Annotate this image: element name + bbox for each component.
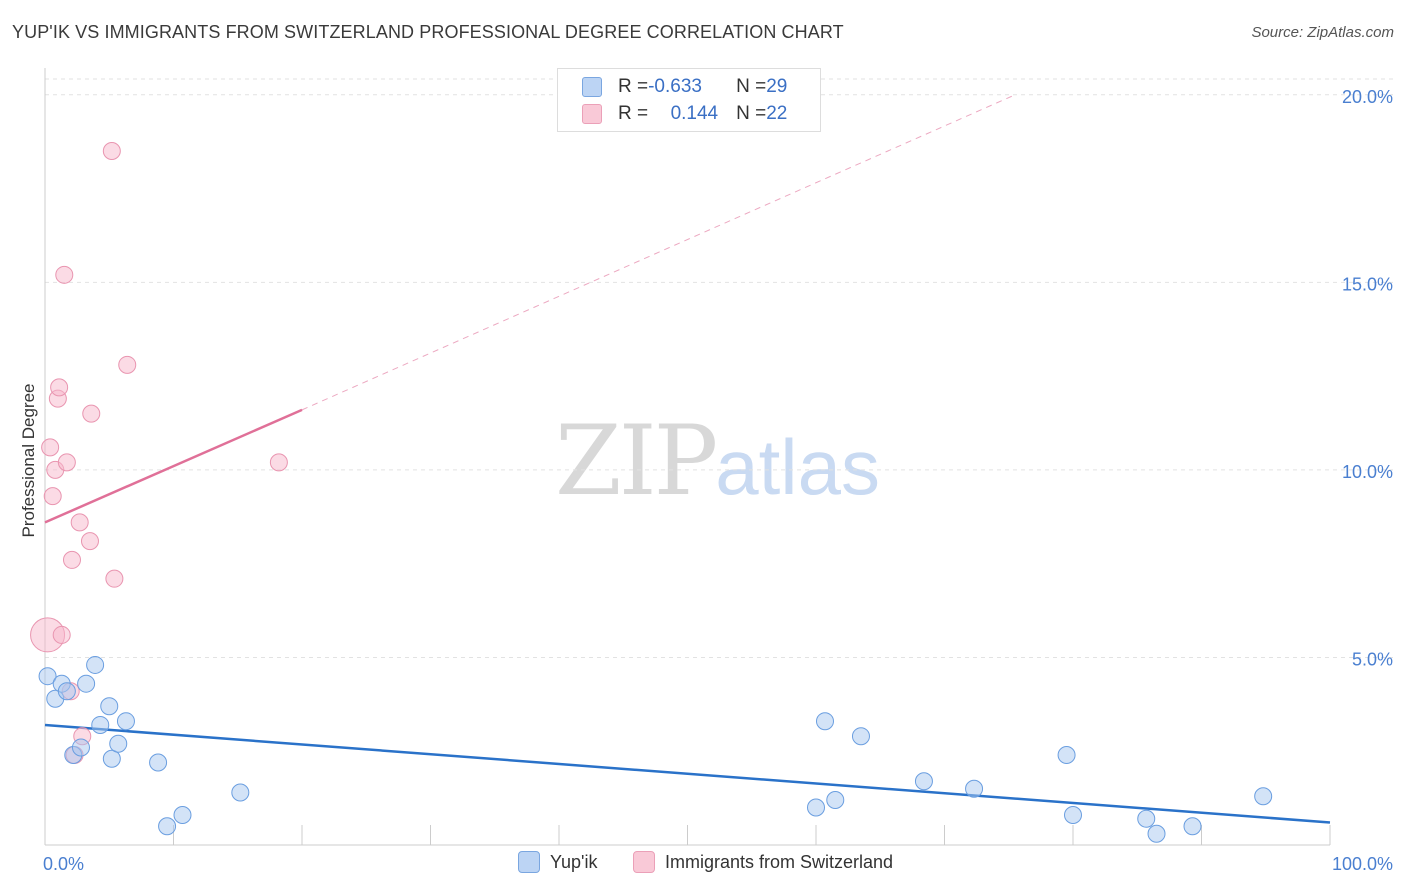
trend-lines xyxy=(44,94,1331,824)
data-point-yupik xyxy=(1254,787,1273,806)
data-point-yupik xyxy=(1147,824,1166,843)
data-point-switzerland xyxy=(41,438,60,457)
data-point-yupik xyxy=(158,817,177,836)
data-point-yupik xyxy=(173,805,192,824)
data-point-yupik xyxy=(77,674,96,693)
data-point-yupik xyxy=(109,734,128,753)
legend-row-switzerland: R = 0.144 N = 22 xyxy=(582,101,787,127)
data-point-yupik xyxy=(38,667,57,686)
data-point-switzerland xyxy=(62,550,81,569)
data-point-yupik xyxy=(815,712,834,731)
bottom-legend-switzerland: Immigrants from Switzerland xyxy=(633,851,893,873)
axis-labels: 5.0% 10.0% 15.0% 20.0% 0.0% 100.0% Professiona… xyxy=(19,87,1393,874)
legend-row-yupik: R = -0.633 N = 29 xyxy=(582,74,787,100)
data-point-yupik xyxy=(1064,805,1082,824)
data-point-switzerland xyxy=(57,453,76,472)
data-point-yupik xyxy=(914,772,933,791)
data-point-switzerland xyxy=(269,453,288,472)
data-point-yupik xyxy=(1057,745,1076,764)
legend-label-switzerland: Immigrants from Switzerland xyxy=(665,851,894,872)
x-tick-label: 0.0% xyxy=(43,854,84,874)
data-point-yupik xyxy=(231,783,250,802)
data-point-yupik xyxy=(807,798,825,817)
data-point-switzerland xyxy=(70,513,89,532)
blue-swatch-icon xyxy=(518,851,540,873)
data-point-switzerland xyxy=(50,378,69,397)
data-points xyxy=(30,142,1273,843)
correlation-legend: R = -0.633 N = 29 R = 0.144 N = 22 xyxy=(557,68,821,132)
y-tick-label: 5.0% xyxy=(1352,649,1393,669)
data-point-yupik xyxy=(149,753,168,772)
trend-line-switzerland xyxy=(44,408,303,524)
trend-line-yupik xyxy=(44,723,1331,824)
zipatlas-watermark: ZIPatlas xyxy=(555,405,880,517)
y-tick-label: 10.0% xyxy=(1342,462,1393,482)
bottom-legend-yupik: Yup'ik xyxy=(518,851,597,873)
data-point-switzerland xyxy=(105,569,124,588)
data-point-yupik xyxy=(71,738,90,757)
pink-swatch-icon xyxy=(582,104,602,124)
data-point-switzerland xyxy=(82,404,101,423)
data-point-switzerland xyxy=(52,625,71,644)
chart-title: YUP'IK VS IMMIGRANTS FROM SWITZERLAND PR… xyxy=(12,22,844,42)
data-point-yupik xyxy=(965,779,984,798)
data-point-yupik xyxy=(826,790,845,809)
data-point-yupik xyxy=(116,712,135,731)
data-point-switzerland xyxy=(55,265,74,284)
n-label: N = xyxy=(736,103,767,124)
n-value-yupik: 29 xyxy=(766,76,788,97)
r-label: R = xyxy=(618,103,649,124)
source-credit: Source: ZipAtlas.com xyxy=(1251,24,1394,41)
data-point-yupik xyxy=(1137,809,1156,828)
data-point-yupik xyxy=(102,749,121,768)
data-point-switzerland xyxy=(43,487,62,506)
n-value-switzerland: 22 xyxy=(766,103,788,124)
axes xyxy=(44,68,1331,846)
n-label: N = xyxy=(736,76,767,97)
blue-swatch-icon xyxy=(582,77,602,97)
data-point-switzerland xyxy=(102,142,121,161)
x-tick-label: 100.0% xyxy=(1332,854,1393,874)
data-point-yupik xyxy=(1183,817,1202,836)
r-value-switzerland: 0.144 xyxy=(670,103,719,124)
grid-lines xyxy=(45,78,1395,658)
y-axis-label: Professional Degree xyxy=(19,383,38,537)
data-point-yupik xyxy=(86,655,105,674)
data-point-switzerland xyxy=(80,532,99,551)
y-tick-label: 20.0% xyxy=(1342,87,1393,107)
data-point-yupik xyxy=(91,715,110,734)
data-point-switzerland xyxy=(118,355,137,374)
data-point-yupik xyxy=(57,682,76,701)
data-point-yupik xyxy=(100,697,119,716)
pink-swatch-icon xyxy=(633,851,655,873)
r-label: R = xyxy=(618,76,649,97)
trend-line-extension xyxy=(301,94,1016,411)
r-value-yupik: -0.633 xyxy=(648,76,702,97)
legend-label-yupik: Yup'ik xyxy=(550,851,598,872)
data-point-yupik xyxy=(851,727,870,746)
y-tick-label: 15.0% xyxy=(1342,274,1393,294)
